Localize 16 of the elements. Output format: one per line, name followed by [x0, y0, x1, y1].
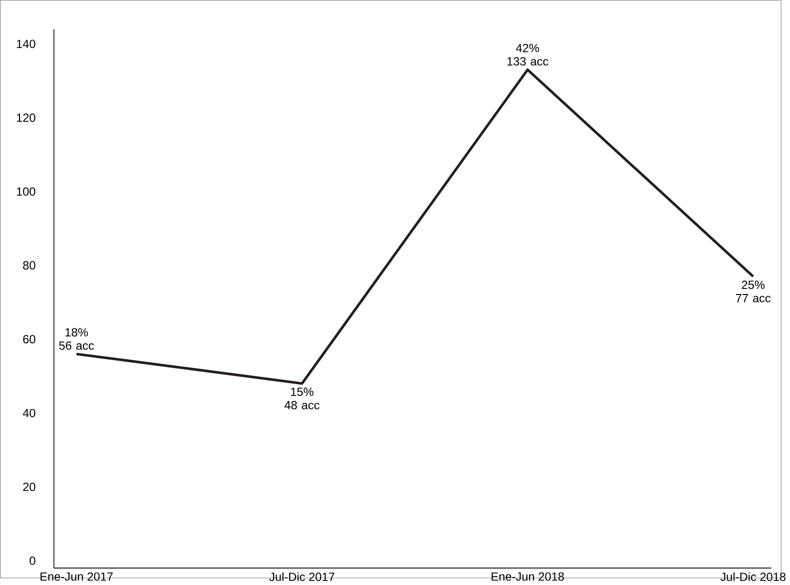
data-label: 25% 77 acc	[736, 280, 771, 302]
data-label: 18% 56 acc	[59, 328, 94, 350]
x-tick-label: Ene-Jun 2018	[492, 572, 564, 581]
y-tick-label: 60	[23, 335, 36, 344]
y-tick-label: 20	[23, 482, 36, 492]
y-tick-label: 40	[22, 408, 36, 418]
y-tick-label: 100	[16, 187, 36, 196]
y-tick-label: 80	[23, 261, 36, 270]
x-tick-label: Ene-Jun 2017	[40, 572, 113, 581]
y-tick-label: 0	[30, 556, 36, 565]
x-tick-label: Jul-Dic 2018	[720, 572, 786, 582]
data-label: 42% 133 acc	[507, 44, 548, 66]
y-tick-label: 120	[16, 114, 36, 122]
y-tick-label: 140	[16, 40, 36, 48]
x-tick-label: Jul-Dic 2017	[269, 572, 334, 582]
data-label: 15% 48 acc	[284, 388, 320, 410]
